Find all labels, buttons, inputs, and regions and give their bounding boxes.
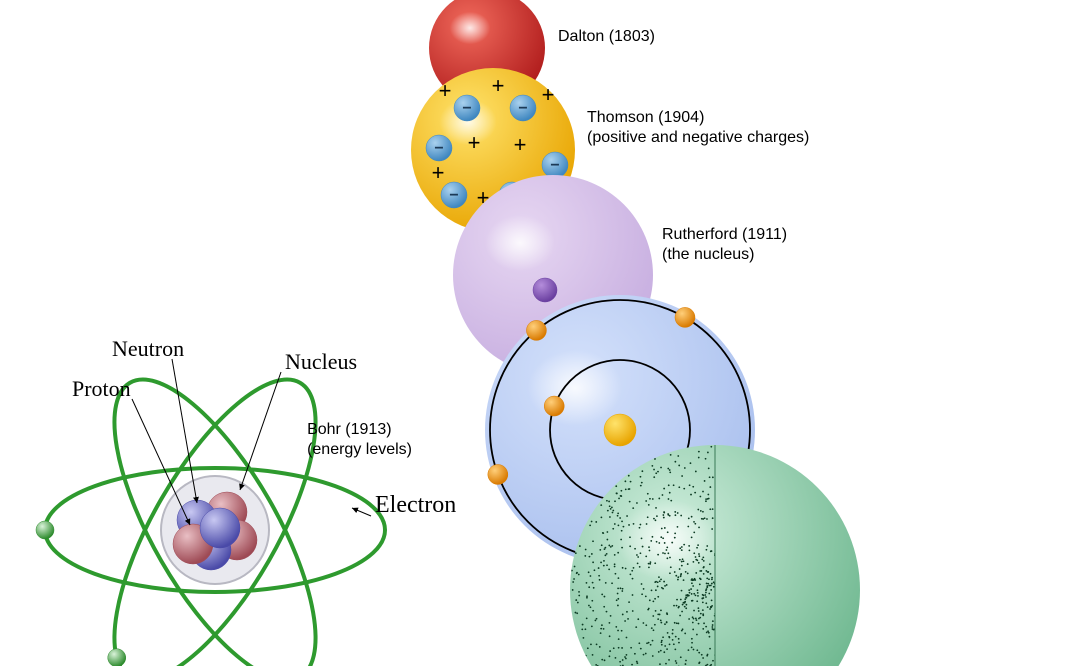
dalton-sphere-highlight	[450, 12, 491, 44]
rutherford-label-line1: Rutherford (1911)	[662, 226, 787, 243]
electron-label: Electron	[375, 490, 456, 520]
minus-icon: −	[449, 187, 458, 204]
bohr-label-line2: (energy levels)	[307, 441, 412, 458]
minus-icon: −	[518, 100, 527, 117]
plus-icon: +	[432, 160, 445, 185]
bohr-electron	[526, 320, 546, 340]
thomson-label: Thomson (1904) (positive and negative ch…	[587, 108, 809, 148]
nucleus-label: Nucleus	[285, 348, 357, 376]
bohr-label-line1: Bohr (1913)	[307, 421, 392, 438]
plus-icon: +	[439, 78, 452, 103]
electron-leader	[352, 508, 371, 516]
bohr-nucleus	[604, 414, 636, 446]
thomson-label-line1: Thomson (1904)	[587, 109, 704, 126]
rutherford-label-line2: (the nucleus)	[662, 246, 755, 263]
dalton-label: Dalton (1803)	[558, 27, 655, 47]
rutherford-nucleus	[533, 278, 557, 302]
neutron-label: Neutron	[112, 335, 184, 363]
minus-icon: −	[434, 140, 443, 157]
thomson-label-line2: (positive and negative charges)	[587, 129, 809, 146]
minus-icon: −	[550, 157, 559, 174]
proton-leader	[132, 399, 190, 525]
plus-icon: +	[514, 132, 527, 157]
plus-icon: +	[468, 130, 481, 155]
bohr-electron	[544, 396, 564, 416]
bohr-electron	[675, 307, 695, 327]
rutherford-label: Rutherford (1911) (the nucleus)	[662, 225, 787, 265]
bohr-label: Bohr (1913) (energy levels)	[307, 420, 412, 460]
atom-neutron	[200, 508, 240, 548]
neutron-leader	[172, 359, 197, 503]
atom-electron	[108, 649, 126, 666]
bohr-electron	[488, 464, 508, 484]
plus-icon: +	[492, 73, 505, 98]
minus-icon: −	[462, 100, 471, 117]
plus-icon: +	[542, 82, 555, 107]
atom-electron	[36, 521, 54, 539]
proton-label: Proton	[72, 375, 131, 403]
rutherford-sphere-highlight	[485, 215, 555, 271]
